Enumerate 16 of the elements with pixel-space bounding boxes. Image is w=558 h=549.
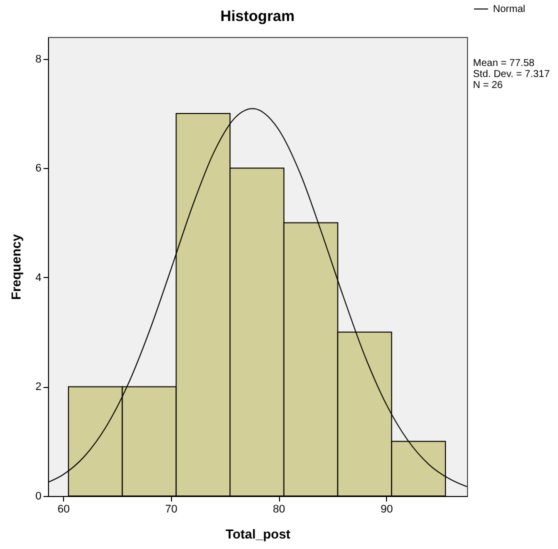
y-tick-label: 6 <box>35 162 42 175</box>
y-axis-title: Frequency <box>8 233 24 300</box>
legend-label: Normal <box>493 4 526 15</box>
x-tick-label: 70 <box>165 504 178 516</box>
text: Std. Dev. = 7.317 <box>473 69 550 80</box>
y-tick-label: 0 <box>35 490 42 502</box>
y-tick-label: 2 <box>35 381 42 394</box>
text: N = 26 <box>473 80 504 91</box>
x-axis-title: Total_post <box>226 526 292 542</box>
y-tick-label: 8 <box>35 53 42 66</box>
chart-title: Histogram <box>219 8 296 25</box>
y-tick-label: 4 <box>35 272 42 284</box>
text: Mean = 77.58 <box>473 58 536 69</box>
x-tick-label: 90 <box>380 504 393 516</box>
x-tick-label: 60 <box>57 504 70 516</box>
x-tick-label: 80 <box>272 504 286 516</box>
